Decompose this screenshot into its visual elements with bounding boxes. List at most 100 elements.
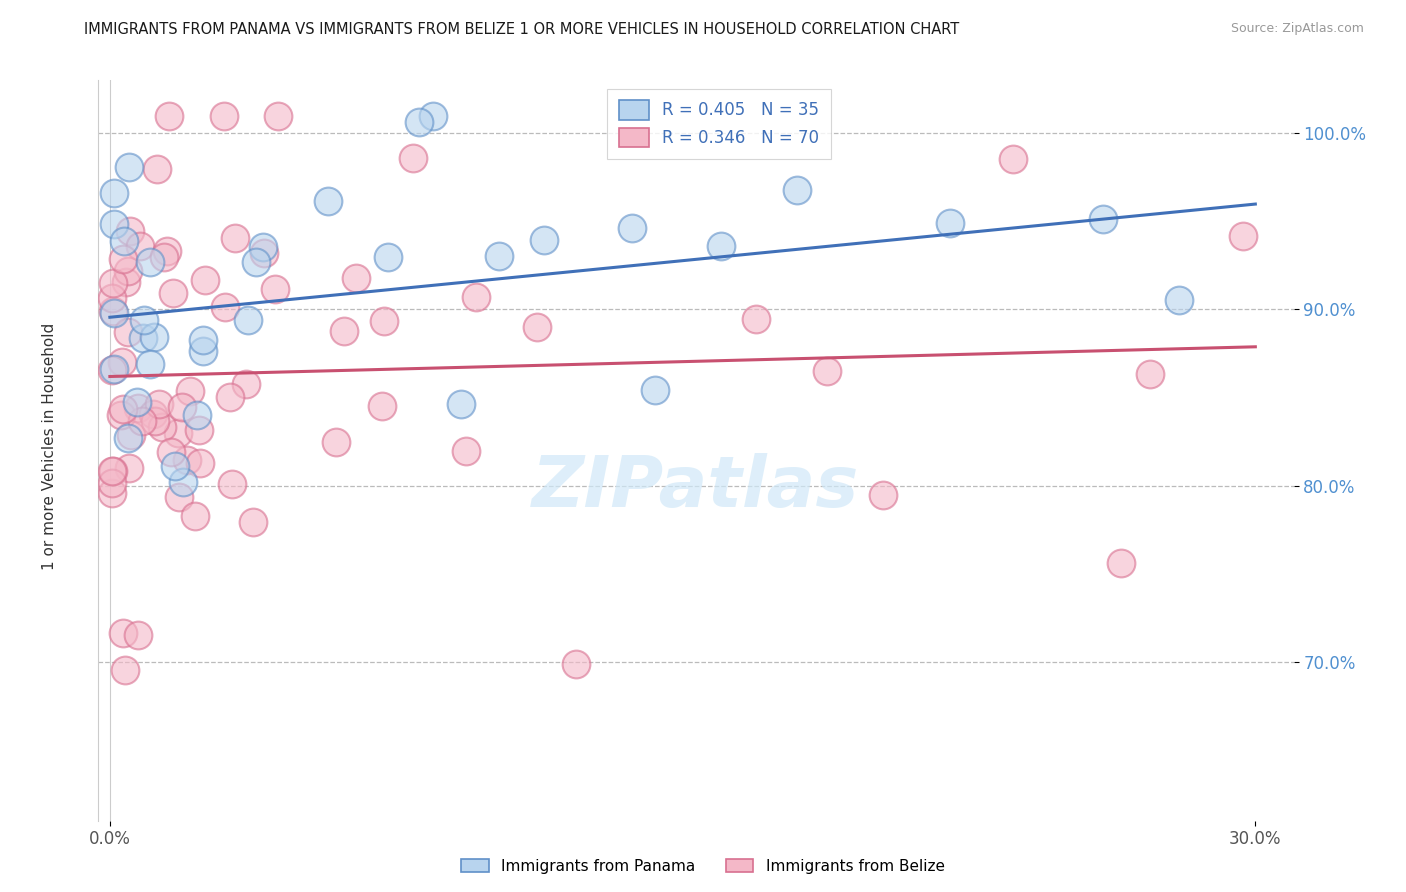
- Point: [112, 626, 135, 640]
- Point: [138, 357, 160, 371]
- Point: [644, 383, 666, 397]
- Point: [101, 464, 124, 478]
- Point: [402, 151, 425, 165]
- Point: [214, 300, 236, 314]
- Point: [263, 282, 285, 296]
- Point: [103, 276, 125, 290]
- Text: 1 or more Vehicles in Household: 1 or more Vehicles in Household: [42, 322, 56, 570]
- Point: [120, 428, 142, 442]
- Point: [325, 434, 347, 449]
- Point: [110, 408, 132, 422]
- Point: [408, 115, 430, 129]
- Point: [103, 305, 125, 319]
- Point: [117, 431, 139, 445]
- Point: [167, 490, 190, 504]
- Point: [1232, 229, 1254, 244]
- Point: [533, 234, 555, 248]
- Point: [465, 290, 488, 304]
- Point: [188, 423, 211, 437]
- Point: [236, 312, 259, 326]
- Point: [157, 109, 180, 123]
- Point: [118, 461, 141, 475]
- Point: [111, 402, 134, 417]
- Point: [138, 255, 160, 269]
- Point: [148, 397, 170, 411]
- Point: [103, 217, 125, 231]
- Point: [224, 231, 246, 245]
- Point: [456, 444, 478, 458]
- Point: [117, 325, 139, 339]
- Point: [621, 220, 644, 235]
- Point: [526, 320, 548, 334]
- Point: [373, 314, 395, 328]
- Point: [120, 224, 142, 238]
- Text: Source: ZipAtlas.com: Source: ZipAtlas.com: [1230, 22, 1364, 36]
- Point: [191, 344, 214, 359]
- Point: [191, 334, 214, 348]
- Point: [253, 246, 276, 260]
- Point: [115, 275, 138, 289]
- Legend: Immigrants from Panama, Immigrants from Belize: Immigrants from Panama, Immigrants from …: [456, 853, 950, 880]
- Point: [221, 477, 243, 491]
- Point: [564, 657, 586, 671]
- Point: [114, 663, 136, 677]
- Point: [134, 312, 156, 326]
- Point: [103, 186, 125, 200]
- Point: [128, 238, 150, 252]
- Point: [101, 291, 124, 305]
- Point: [162, 286, 184, 301]
- Point: [179, 384, 201, 398]
- Point: [150, 420, 173, 434]
- Text: IMMIGRANTS FROM PANAMA VS IMMIGRANTS FROM BELIZE 1 OR MORE VEHICLES IN HOUSEHOLD: IMMIGRANTS FROM PANAMA VS IMMIGRANTS FRO…: [84, 22, 960, 37]
- Point: [118, 160, 141, 174]
- Point: [1002, 152, 1025, 166]
- Point: [132, 331, 155, 345]
- Point: [786, 183, 808, 197]
- Point: [745, 311, 768, 326]
- Point: [245, 255, 267, 269]
- Point: [112, 234, 135, 248]
- Point: [111, 252, 134, 266]
- Point: [252, 240, 274, 254]
- Point: [194, 273, 217, 287]
- Point: [450, 397, 472, 411]
- Point: [371, 399, 394, 413]
- Point: [344, 271, 367, 285]
- Point: [488, 249, 510, 263]
- Point: [318, 194, 340, 208]
- Point: [235, 376, 257, 391]
- Point: [163, 458, 186, 473]
- Point: [184, 508, 207, 523]
- Point: [101, 464, 124, 478]
- Point: [186, 408, 208, 422]
- Point: [214, 109, 236, 123]
- Point: [127, 394, 149, 409]
- Legend: R = 0.405   N = 35, R = 0.346   N = 70: R = 0.405 N = 35, R = 0.346 N = 70: [607, 88, 831, 159]
- Text: ZIPatlas: ZIPatlas: [533, 453, 859, 522]
- Point: [173, 475, 195, 490]
- Point: [103, 361, 125, 376]
- Point: [267, 109, 290, 123]
- Point: [170, 401, 193, 415]
- Point: [167, 426, 190, 441]
- Point: [377, 250, 399, 264]
- Point: [101, 304, 124, 318]
- Point: [146, 162, 169, 177]
- Point: [131, 414, 153, 428]
- Point: [117, 264, 139, 278]
- Point: [156, 244, 179, 259]
- Point: [1091, 212, 1114, 227]
- Point: [145, 414, 167, 428]
- Point: [142, 407, 165, 421]
- Point: [939, 216, 962, 230]
- Point: [422, 109, 444, 123]
- Point: [101, 486, 124, 500]
- Point: [101, 363, 124, 377]
- Point: [710, 239, 733, 253]
- Point: [160, 444, 183, 458]
- Point: [153, 251, 176, 265]
- Point: [218, 390, 240, 404]
- Point: [872, 488, 894, 502]
- Point: [332, 325, 354, 339]
- Point: [176, 452, 198, 467]
